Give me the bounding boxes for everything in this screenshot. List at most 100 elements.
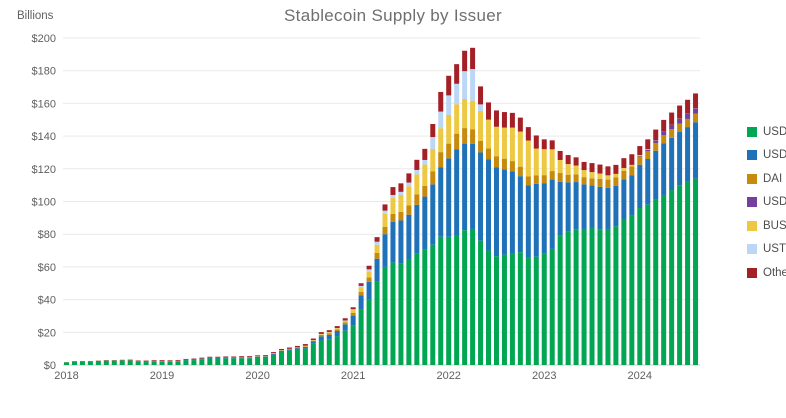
bar-segment-ust (382, 210, 388, 214)
bar-segment-usdt (231, 358, 237, 365)
bar-segment-usdt (247, 358, 253, 365)
bar-segment-usdc (350, 315, 356, 326)
bar-segment-other (231, 356, 237, 358)
bar-segment-usdc (159, 361, 165, 362)
bar-segment-busd (549, 149, 555, 172)
bar-segment-usdt (278, 351, 284, 365)
bar-segment-dai (350, 313, 356, 316)
bar-segment-other (478, 86, 484, 105)
bar-segment-usde (645, 149, 651, 151)
bar-segment-other (629, 154, 635, 165)
bar-segment-busd (517, 131, 523, 167)
legend-item-other[interactable]: Other (747, 261, 786, 285)
bar-2022-07 (493, 110, 499, 365)
bar-segment-dai (390, 213, 396, 222)
bar-segment-dai (645, 150, 651, 159)
bar-2021-08 (406, 173, 412, 365)
bar-segment-other (438, 91, 444, 112)
bar-segment-usdt (621, 219, 627, 365)
bar-segment-usdc (462, 143, 468, 231)
bar-segment-usdt (629, 215, 635, 365)
bar-segment-other (422, 148, 428, 160)
bar-segment-usdt (581, 228, 587, 365)
bar-segment-ust (478, 104, 484, 111)
bar-segment-dai (446, 143, 452, 159)
bar-segment-usdt (462, 230, 468, 365)
bar-segment-busd (637, 155, 643, 157)
bar-segment-usdc (430, 184, 436, 245)
bar-segment-dai (629, 166, 635, 176)
bar-segment-dai (326, 333, 332, 335)
bar-segment-other (223, 356, 229, 358)
bar-segment-usdc (382, 234, 388, 267)
bar-segment-usdt (223, 358, 229, 365)
bar-segment-other (326, 330, 332, 332)
bar-segment-usdt (446, 236, 452, 365)
usdt-color-swatch (747, 126, 757, 137)
bar-segment-usdt (422, 249, 428, 365)
bar-segment-usdt (645, 204, 651, 365)
bar-2018-03 (79, 360, 85, 365)
bar-segment-other (541, 139, 547, 150)
legend-item-busd[interactable]: BUSD (747, 214, 786, 238)
bar-segment-usdc (247, 357, 253, 359)
bar-segment-usdt (159, 361, 165, 365)
bar-segment-busd (493, 126, 499, 157)
bar-segment-usdt (239, 358, 245, 365)
bar-segment-usdt (398, 263, 404, 365)
y-axis-unit-label: Billions (17, 10, 54, 22)
bar-segment-other (685, 99, 691, 114)
bar-segment-usdc (318, 336, 324, 341)
bar-segment-usdc (398, 220, 404, 264)
bar-segment-busd (390, 198, 396, 214)
bar-segment-usdc (374, 258, 380, 282)
bar-segment-other (589, 163, 595, 173)
bar-segment-usdc (326, 334, 332, 340)
y-axis-tick-label: $60 (38, 262, 56, 274)
bar-segment-usdt (143, 362, 149, 365)
bar-segment-other (597, 164, 603, 174)
bar-segment-usdt (525, 257, 531, 365)
bar-2024-03 (653, 129, 659, 365)
bar-segment-other (501, 112, 507, 128)
bar-segment-usdc (597, 186, 603, 230)
bar-segment-other (533, 135, 539, 149)
y-axis-tick-label: $140 (32, 131, 56, 143)
legend-item-usde[interactable]: USDe (747, 191, 786, 215)
bar-segment-usdt (693, 178, 699, 365)
bar-2022-02 (454, 64, 460, 365)
bar-2023-05 (573, 157, 579, 365)
bar-segment-busd (350, 310, 356, 313)
legend-item-usdt[interactable]: USDT (747, 120, 786, 144)
bar-segment-dai (589, 178, 595, 186)
bar-segment-usdc (302, 346, 308, 349)
bar-segment-other (239, 356, 245, 357)
bar-2019-05 (191, 358, 197, 366)
bar-2023-09 (605, 166, 611, 365)
bar-segment-usdc (541, 183, 547, 254)
bar-segment-other (366, 265, 372, 270)
bar-segment-usdt (183, 360, 189, 365)
bar-2018-06 (103, 360, 109, 365)
bar-segment-other (207, 356, 213, 358)
bar-segment-dai (414, 194, 420, 205)
bar-segment-dai (310, 340, 316, 342)
bar-segment-ust (446, 95, 452, 116)
legend-item-dai[interactable]: DAI (747, 167, 786, 191)
bar-segment-other (286, 347, 292, 349)
bar-segment-dai (637, 156, 643, 165)
bar-2019-07 (207, 356, 213, 365)
bar-segment-dai (685, 118, 691, 128)
bar-segment-usdt (318, 340, 324, 365)
y-axis-tick-label: $40 (38, 295, 56, 307)
bar-2022-06 (486, 102, 492, 365)
bar-segment-usdt (509, 253, 515, 365)
bar-segment-busd (557, 159, 563, 174)
bar-segment-dai (557, 173, 563, 182)
legend-item-usdc[interactable]: USDC (747, 144, 786, 168)
legend-item-ust[interactable]: UST (747, 238, 786, 262)
bar-segment-dai (430, 171, 436, 185)
bar-segment-usdt (685, 181, 691, 365)
bar-segment-usdt (493, 256, 499, 365)
bar-segment-other (414, 159, 420, 170)
